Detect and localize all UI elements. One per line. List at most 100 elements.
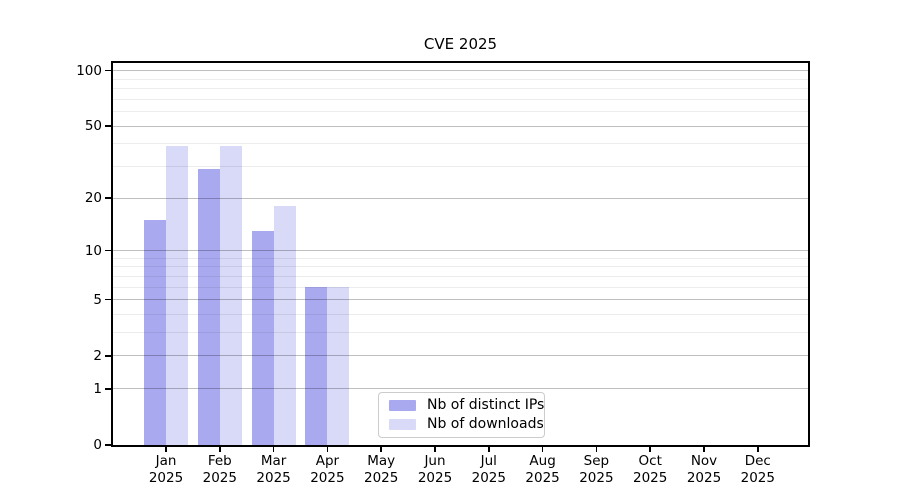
x-tick-mark-aug-2025: [541, 447, 544, 452]
x-tick-mark-oct-2025: [649, 447, 651, 452]
gridline-minor-3: [113, 332, 808, 334]
legend-swatch-downloads: [389, 419, 416, 430]
x-tick-mark-apr-2025: [326, 447, 329, 452]
x-tick-mark-sep-2025: [595, 447, 598, 452]
x-tick-year: 2025: [686, 469, 722, 486]
x-tick-label-apr-2025: Apr 2025: [295, 453, 359, 486]
x-tick-year: 2025: [740, 469, 775, 486]
x-tick-month: Oct: [638, 453, 662, 469]
x-tick-label-jan-2025: Jan 2025: [134, 453, 198, 486]
x-tick-label-dec-2025: Dec 2025: [726, 453, 790, 486]
x-tick-mark-dec-2025: [757, 447, 759, 452]
chart-title: CVE 2025: [423, 35, 498, 53]
x-tick-mark-mar-2025: [272, 447, 275, 452]
x-tick-label-jun-2025: Jun 2025: [403, 453, 467, 486]
x-tick-mark-feb-2025: [219, 447, 221, 452]
x-tick-month: Mar: [260, 453, 287, 469]
bar-distinct-ips-mar-2025: [251, 230, 274, 445]
x-tick-month: Jan: [155, 453, 177, 469]
legend: Nb of distinct IPs Nb of downloads: [378, 392, 545, 438]
bar-distinct-ips-feb-2025: [197, 169, 220, 445]
gridline-major-20: [113, 197, 808, 199]
y-tick-mark-100: [105, 69, 111, 72]
gridline-major-5: [113, 299, 808, 301]
y-tick-mark-2: [105, 355, 111, 357]
x-tick-month: Nov: [690, 453, 718, 469]
bar-downloads-apr-2025: [327, 287, 350, 445]
bar-downloads-feb-2025: [219, 145, 242, 445]
bar-distinct-ips-jan-2025: [144, 220, 166, 445]
bar-downloads-jan-2025: [166, 145, 188, 445]
gridline-minor-6: [113, 286, 808, 288]
x-tick-label-feb-2025: Feb 2025: [188, 453, 252, 486]
x-tick-month: Feb: [207, 453, 232, 469]
y-tick-label-50: 50: [84, 118, 102, 135]
x-tick-year: 2025: [256, 469, 291, 486]
y-tick-mark-50: [105, 125, 111, 127]
gridline-minor-90: [113, 78, 808, 80]
x-tick-label-may-2025: May 2025: [349, 453, 413, 486]
x-tick-year: 2025: [310, 469, 345, 486]
x-tick-mark-nov-2025: [703, 447, 705, 452]
y-tick-label-2: 2: [93, 347, 102, 364]
x-tick-label-aug-2025: Aug 2025: [511, 453, 575, 486]
y-tick-label-100: 100: [76, 62, 102, 79]
x-tick-year: 2025: [148, 469, 184, 486]
y-tick-mark-0: [105, 444, 111, 446]
x-tick-year: 2025: [364, 469, 399, 486]
y-tick-mark-1: [105, 387, 111, 390]
y-tick-mark-20: [105, 197, 111, 199]
x-tick-mark-may-2025: [380, 447, 382, 452]
x-tick-label-sep-2025: Sep 2025: [564, 453, 628, 486]
x-tick-mark-jun-2025: [434, 447, 436, 452]
y-tick-label-0: 0: [93, 437, 102, 453]
x-tick-mark-jul-2025: [488, 447, 490, 452]
x-tick-mark-jan-2025: [165, 447, 167, 452]
gridline-minor-8: [113, 266, 808, 268]
gridline-minor-9: [113, 257, 808, 259]
bar-downloads-mar-2025: [273, 206, 296, 445]
legend-item-distinct-ips: Nb of distinct IPs: [388, 396, 544, 415]
legend-swatch-distinct-ips: [389, 400, 416, 411]
y-tick-label-10: 10: [84, 242, 102, 259]
x-tick-label-mar-2025: Mar 2025: [242, 453, 306, 486]
x-tick-label-jul-2025: Jul 2025: [457, 453, 521, 486]
y-tick-label-1: 1: [93, 380, 102, 397]
gridline-minor-80: [113, 88, 808, 90]
x-tick-month: Dec: [744, 453, 771, 469]
x-tick-year: 2025: [633, 469, 668, 486]
x-tick-month: Jul: [480, 453, 497, 469]
legend-label-distinct-ips: Nb of distinct IPs: [427, 397, 545, 413]
y-tick-label-20: 20: [84, 190, 102, 207]
gridline-minor-60: [113, 111, 808, 113]
plot-frame: [111, 61, 810, 447]
x-tick-year: 2025: [471, 469, 506, 486]
x-tick-month: Apr: [315, 453, 340, 469]
x-tick-year: 2025: [579, 469, 614, 486]
gridline-minor-7: [113, 275, 808, 277]
legend-label-downloads: Nb of downloads: [427, 416, 544, 432]
y-tick-mark-10: [105, 249, 111, 252]
gridline-minor-30: [113, 165, 808, 167]
x-tick-month: May: [367, 453, 396, 469]
gridline-minor-4: [113, 313, 808, 315]
x-tick-label-oct-2025: Oct 2025: [618, 453, 682, 486]
gridline-major-10: [113, 250, 808, 251]
gridline-major-1: [113, 388, 808, 390]
x-tick-month: Aug: [529, 453, 556, 469]
y-tick-mark-5: [105, 298, 111, 301]
x-tick-year: 2025: [525, 469, 560, 486]
gridline-major-2: [113, 355, 808, 357]
gridline-minor-70: [113, 98, 808, 100]
legend-item-downloads: Nb of downloads: [388, 415, 544, 434]
gridline-minor-40: [113, 143, 808, 145]
x-tick-label-nov-2025: Nov 2025: [672, 453, 736, 486]
x-tick-month: Sep: [583, 453, 610, 469]
y-tick-label-5: 5: [93, 291, 102, 308]
bar-distinct-ips-apr-2025: [305, 287, 328, 445]
x-tick-year: 2025: [417, 469, 453, 486]
x-tick-year: 2025: [202, 469, 237, 486]
gridline-major-100: [113, 70, 808, 72]
gridline-major-50: [113, 125, 808, 127]
